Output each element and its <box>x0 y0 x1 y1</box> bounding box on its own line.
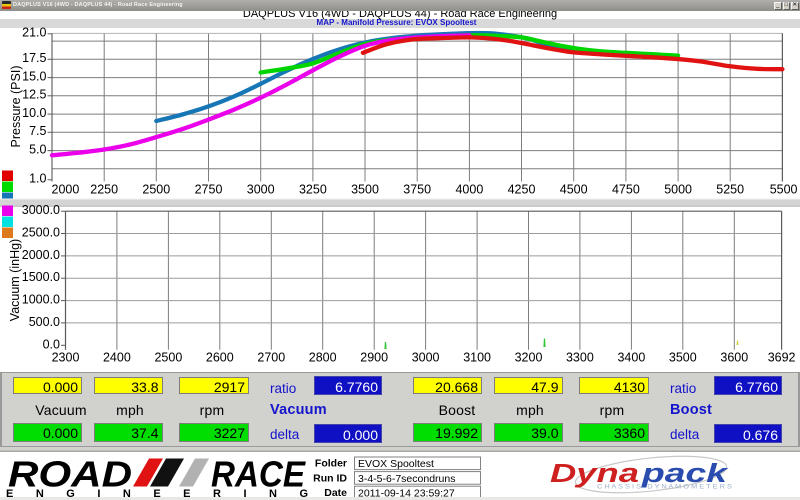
svg-text:2000.0: 2000.0 <box>22 248 60 262</box>
svg-text:3600: 3600 <box>720 351 748 365</box>
svg-text:C H A S S I S D Y N A M O M: C H A S S I S D Y N A M O M E T E R S <box>597 485 732 491</box>
svg-text:5.0: 5.0 <box>29 142 46 156</box>
svg-text:3000.0: 3000.0 <box>22 203 60 217</box>
svg-text:3300: 3300 <box>566 351 594 365</box>
svg-text:15.0: 15.0 <box>22 69 46 83</box>
svg-text:4000: 4000 <box>455 183 483 197</box>
svg-text:10.0: 10.0 <box>22 106 46 120</box>
svg-text:3100: 3100 <box>463 351 491 365</box>
svg-text:E N G I N E E R I N G: E N G I N E E R I N G <box>6 488 308 500</box>
svg-text:1500.0: 1500.0 <box>22 270 60 284</box>
svg-text:4750: 4750 <box>612 183 640 197</box>
svg-text:3-4-5-6-7secondruns: 3-4-5-6-7secondruns <box>358 473 455 485</box>
svg-text:3000: 3000 <box>412 351 440 365</box>
svg-text:3692: 3692 <box>768 351 796 365</box>
svg-text:3250: 3250 <box>299 183 327 197</box>
svg-text:4500: 4500 <box>560 183 588 197</box>
svg-text:4250: 4250 <box>508 183 536 197</box>
svg-text:2400: 2400 <box>103 351 131 365</box>
svg-text:2600: 2600 <box>206 351 234 365</box>
svg-text:Date: Date <box>324 487 347 499</box>
svg-text:5000: 5000 <box>664 183 692 197</box>
svg-text:RACE: RACE <box>211 454 306 495</box>
svg-text:Run ID: Run ID <box>313 472 347 484</box>
svg-text:Folder: Folder <box>315 458 347 470</box>
svg-text:3500: 3500 <box>351 183 379 197</box>
svg-text:3000: 3000 <box>247 183 275 197</box>
svg-text:500.0: 500.0 <box>29 315 60 329</box>
svg-text:3500: 3500 <box>669 351 697 365</box>
svg-text:2000: 2000 <box>52 183 80 197</box>
svg-text:pack: pack <box>641 460 730 488</box>
svg-text:12.5: 12.5 <box>22 88 46 102</box>
svg-text:EVOX Spooltest: EVOX Spooltest <box>358 458 434 470</box>
svg-text:2700: 2700 <box>257 351 285 365</box>
svg-text:2800: 2800 <box>309 351 337 365</box>
svg-text:0.0: 0.0 <box>43 337 60 351</box>
svg-text:2750: 2750 <box>195 183 223 197</box>
svg-text:21.0: 21.0 <box>22 26 46 40</box>
svg-text:5250: 5250 <box>716 183 744 197</box>
svg-text:3750: 3750 <box>403 183 431 197</box>
svg-text:2900: 2900 <box>360 351 388 365</box>
svg-text:2500: 2500 <box>154 351 182 365</box>
svg-text:1.0: 1.0 <box>29 172 46 186</box>
svg-text:Vacuum (inHg): Vacuum (inHg) <box>8 239 22 321</box>
svg-text:3400: 3400 <box>617 351 645 365</box>
svg-text:2011-09-14 23:59:27: 2011-09-14 23:59:27 <box>358 487 455 499</box>
svg-text:2500.0: 2500.0 <box>22 226 60 240</box>
svg-text:3200: 3200 <box>515 351 543 365</box>
svg-text:5500: 5500 <box>770 183 798 197</box>
svg-text:ROAD: ROAD <box>8 454 132 495</box>
svg-text:2250: 2250 <box>90 183 118 197</box>
svg-text:17.5: 17.5 <box>22 51 46 65</box>
svg-text:2500: 2500 <box>142 183 170 197</box>
svg-text:1000.0: 1000.0 <box>22 293 60 307</box>
svg-text:2300: 2300 <box>52 351 80 365</box>
svg-text:Pressure (PSI): Pressure (PSI) <box>9 66 23 148</box>
svg-text:Dyna: Dyna <box>550 460 639 488</box>
svg-text:7.5: 7.5 <box>29 124 46 138</box>
